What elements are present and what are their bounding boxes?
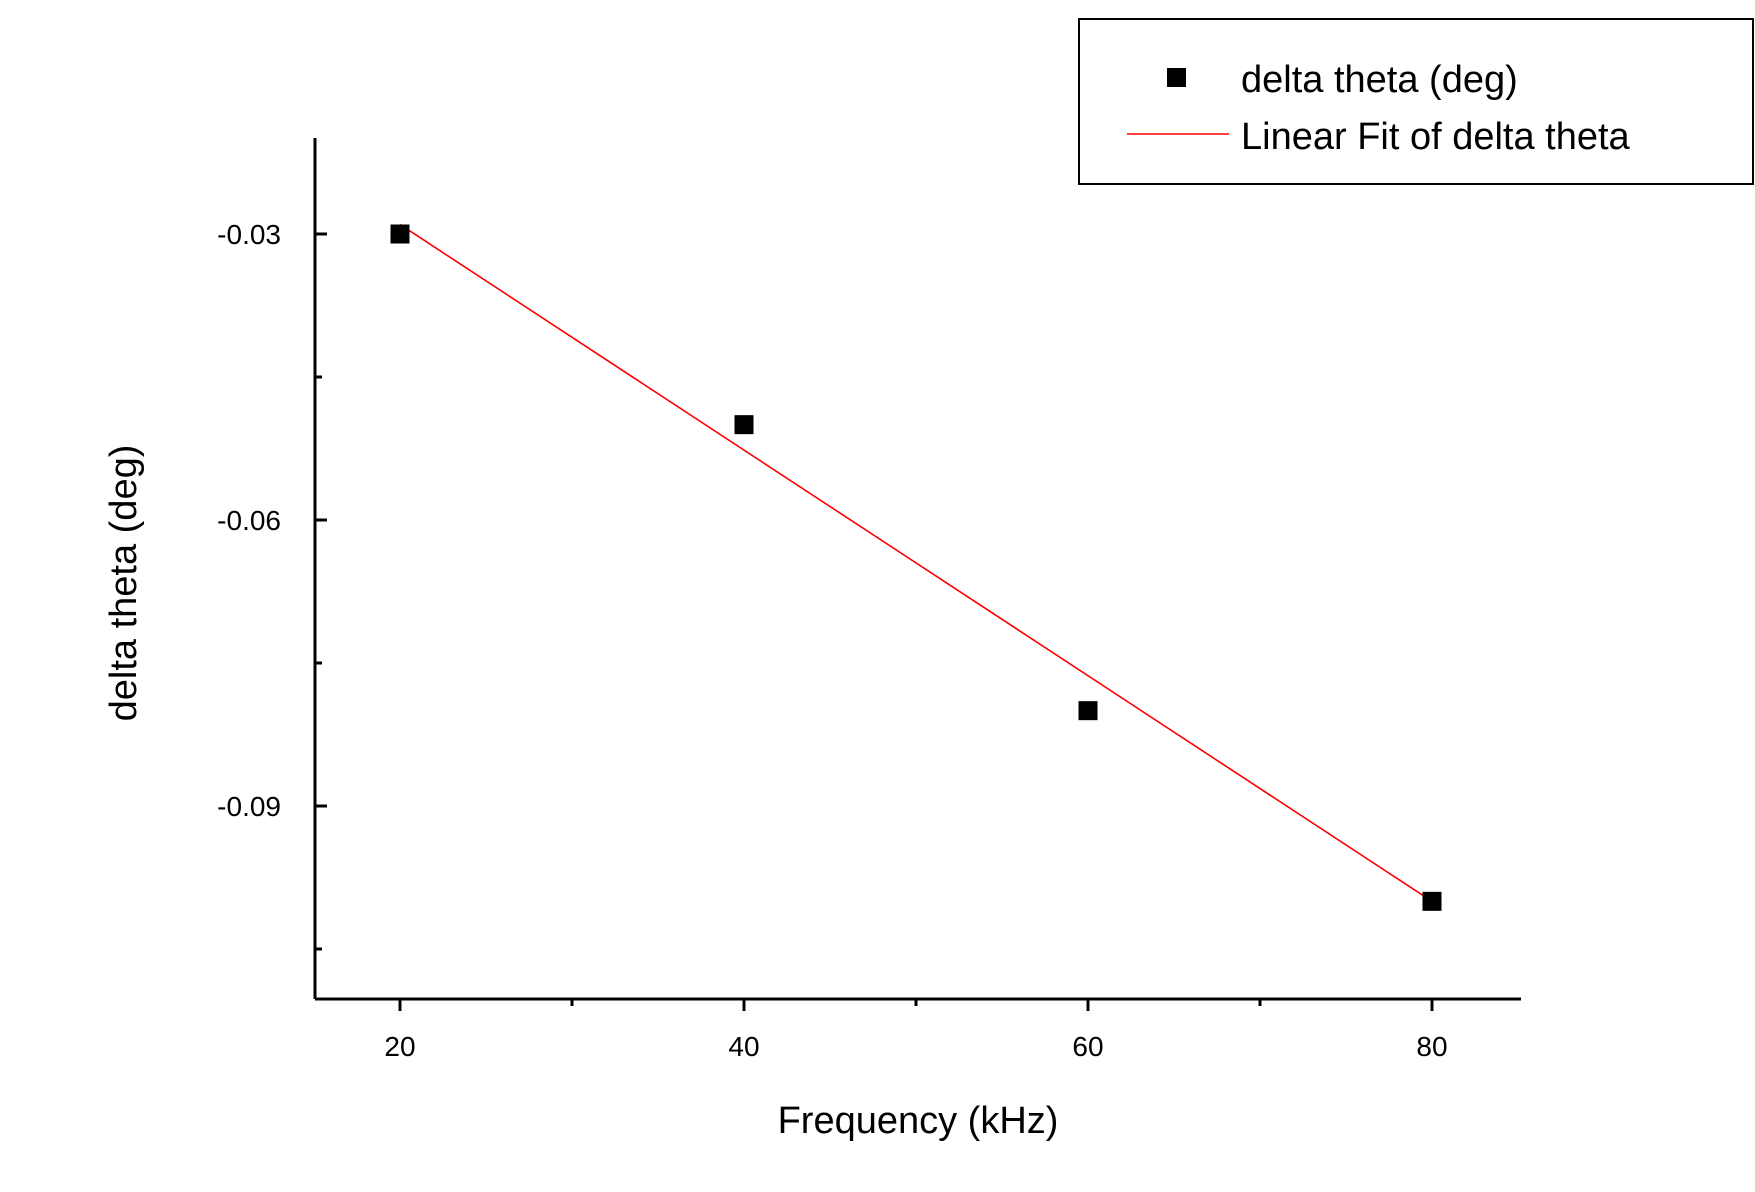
data-points bbox=[390, 224, 1442, 911]
legend-label-series-1: Linear Fit of delta theta bbox=[1241, 116, 1631, 158]
legend-label-series-0: delta theta (deg) bbox=[1241, 59, 1518, 101]
legend-box bbox=[1078, 18, 1754, 185]
x-tick-label: 40 bbox=[728, 1031, 759, 1062]
data-point bbox=[1078, 701, 1098, 721]
x-axis-title: Frequency (kHz) bbox=[778, 1100, 1059, 1142]
legend-marker-square bbox=[1167, 68, 1186, 87]
x-tick-label: 80 bbox=[1416, 1031, 1447, 1062]
data-point bbox=[390, 224, 410, 244]
y-tick-label: -0.09 bbox=[217, 791, 281, 822]
ticks bbox=[315, 232, 1434, 1011]
data-point bbox=[734, 415, 754, 435]
tick-labels: 20 40 60 80 -0.03 -0.06 -0.09 bbox=[217, 219, 1447, 1062]
y-tick-label: -0.06 bbox=[217, 505, 281, 536]
legend: delta theta (deg) Linear Fit of delta th… bbox=[1078, 18, 1754, 185]
linear-fit-line bbox=[399, 223, 1433, 903]
data-point bbox=[1422, 891, 1442, 911]
x-tick-label: 20 bbox=[384, 1031, 415, 1062]
axes bbox=[313, 138, 1521, 1001]
y-axis-title: delta theta (deg) bbox=[103, 445, 145, 722]
x-tick-label: 60 bbox=[1072, 1031, 1103, 1062]
fit-lines bbox=[399, 223, 1433, 903]
y-tick-label: -0.03 bbox=[217, 219, 281, 250]
